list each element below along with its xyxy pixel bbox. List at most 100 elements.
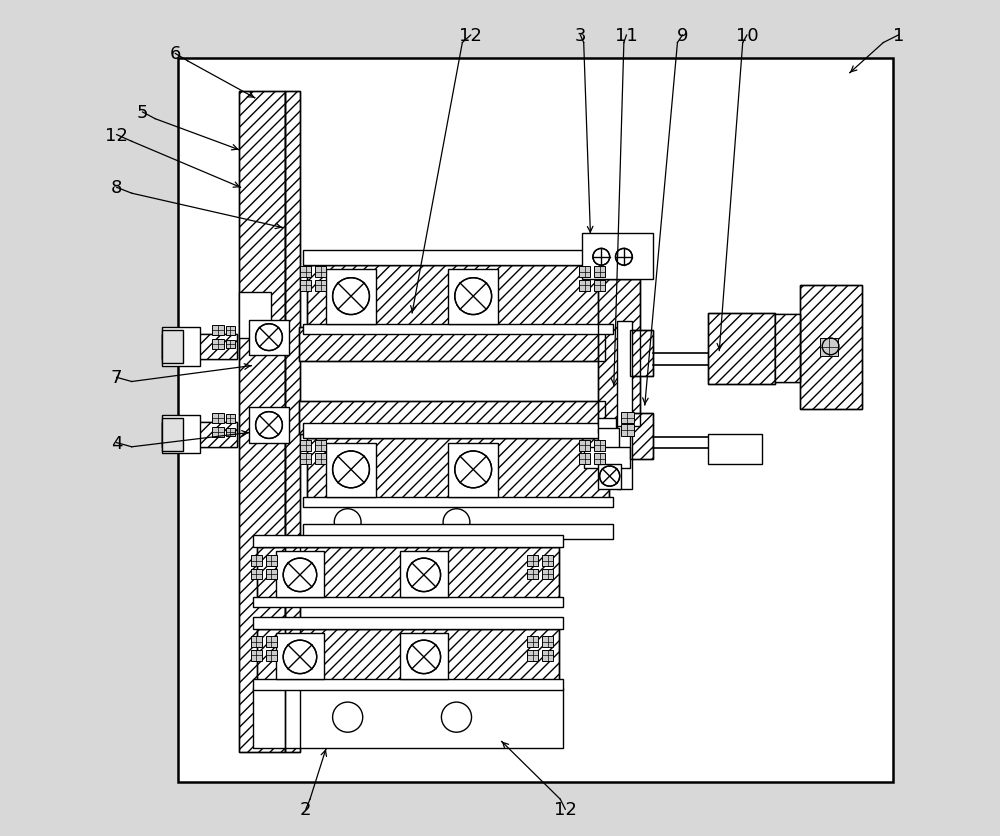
Circle shape: [407, 640, 441, 674]
Bar: [162, 415, 200, 454]
Circle shape: [616, 249, 632, 266]
Circle shape: [333, 451, 369, 488]
Bar: [257, 548, 559, 602]
Bar: [326, 270, 376, 324]
Circle shape: [333, 702, 363, 732]
Bar: [162, 418, 183, 451]
Bar: [584, 447, 630, 468]
Bar: [253, 680, 563, 690]
Bar: [276, 552, 324, 598]
Bar: [266, 650, 277, 660]
Bar: [299, 401, 605, 435]
Circle shape: [283, 558, 317, 592]
Bar: [307, 439, 609, 502]
Bar: [527, 637, 538, 647]
Bar: [257, 630, 559, 684]
Bar: [400, 552, 448, 598]
Circle shape: [455, 278, 492, 315]
Text: 5: 5: [137, 104, 148, 122]
Bar: [594, 281, 605, 292]
Bar: [598, 429, 619, 450]
Bar: [253, 617, 563, 630]
Bar: [579, 453, 590, 465]
Text: 3: 3: [575, 27, 586, 45]
Bar: [527, 650, 538, 660]
Bar: [775, 314, 800, 383]
Bar: [299, 328, 605, 361]
Circle shape: [441, 702, 472, 732]
Bar: [226, 340, 235, 349]
Text: 10: 10: [736, 27, 758, 45]
Text: 11: 11: [615, 27, 638, 45]
Bar: [226, 428, 235, 436]
Bar: [239, 293, 271, 339]
Bar: [630, 414, 653, 460]
Bar: [800, 286, 862, 410]
Bar: [594, 268, 605, 278]
Bar: [251, 650, 262, 660]
Bar: [303, 497, 613, 507]
Text: 12: 12: [459, 27, 482, 45]
Text: 12: 12: [105, 126, 128, 145]
Bar: [582, 234, 653, 280]
Bar: [594, 453, 605, 465]
Text: 12: 12: [554, 800, 577, 818]
Bar: [315, 453, 326, 465]
Bar: [226, 415, 235, 423]
Circle shape: [333, 278, 369, 315]
Bar: [315, 440, 326, 451]
Circle shape: [443, 509, 470, 536]
Bar: [239, 92, 285, 752]
Bar: [630, 330, 653, 376]
Bar: [598, 280, 640, 426]
Text: 6: 6: [170, 45, 181, 64]
Bar: [303, 251, 613, 266]
Bar: [178, 59, 893, 782]
Bar: [212, 414, 224, 424]
Bar: [542, 637, 553, 647]
Bar: [249, 320, 289, 355]
Circle shape: [283, 640, 317, 674]
Text: 7: 7: [111, 369, 122, 387]
Bar: [630, 330, 653, 376]
Circle shape: [334, 509, 361, 536]
Bar: [212, 427, 224, 437]
Text: 4: 4: [111, 434, 122, 452]
Bar: [708, 435, 762, 464]
Bar: [621, 425, 634, 436]
Bar: [448, 270, 498, 324]
Bar: [299, 328, 605, 361]
Bar: [300, 440, 311, 451]
Bar: [307, 266, 609, 329]
Bar: [285, 92, 300, 752]
Bar: [162, 422, 237, 447]
Bar: [598, 464, 621, 489]
Bar: [598, 418, 616, 433]
Bar: [598, 280, 640, 426]
Circle shape: [455, 451, 492, 488]
Bar: [630, 414, 653, 460]
Bar: [251, 555, 262, 567]
Bar: [299, 401, 605, 435]
Bar: [303, 324, 613, 334]
Bar: [162, 330, 183, 364]
Bar: [253, 598, 563, 608]
Text: 2: 2: [300, 800, 312, 818]
Bar: [315, 268, 326, 278]
Bar: [579, 268, 590, 278]
Bar: [253, 535, 563, 548]
Bar: [276, 634, 324, 680]
Bar: [266, 568, 277, 580]
Bar: [303, 424, 613, 439]
Bar: [300, 453, 311, 465]
Bar: [239, 92, 285, 752]
Bar: [266, 555, 277, 567]
Bar: [303, 524, 613, 539]
Bar: [527, 555, 538, 567]
Bar: [448, 443, 498, 497]
Bar: [820, 339, 838, 357]
Bar: [300, 268, 311, 278]
Bar: [594, 440, 605, 451]
Bar: [253, 688, 563, 748]
Bar: [257, 630, 559, 684]
